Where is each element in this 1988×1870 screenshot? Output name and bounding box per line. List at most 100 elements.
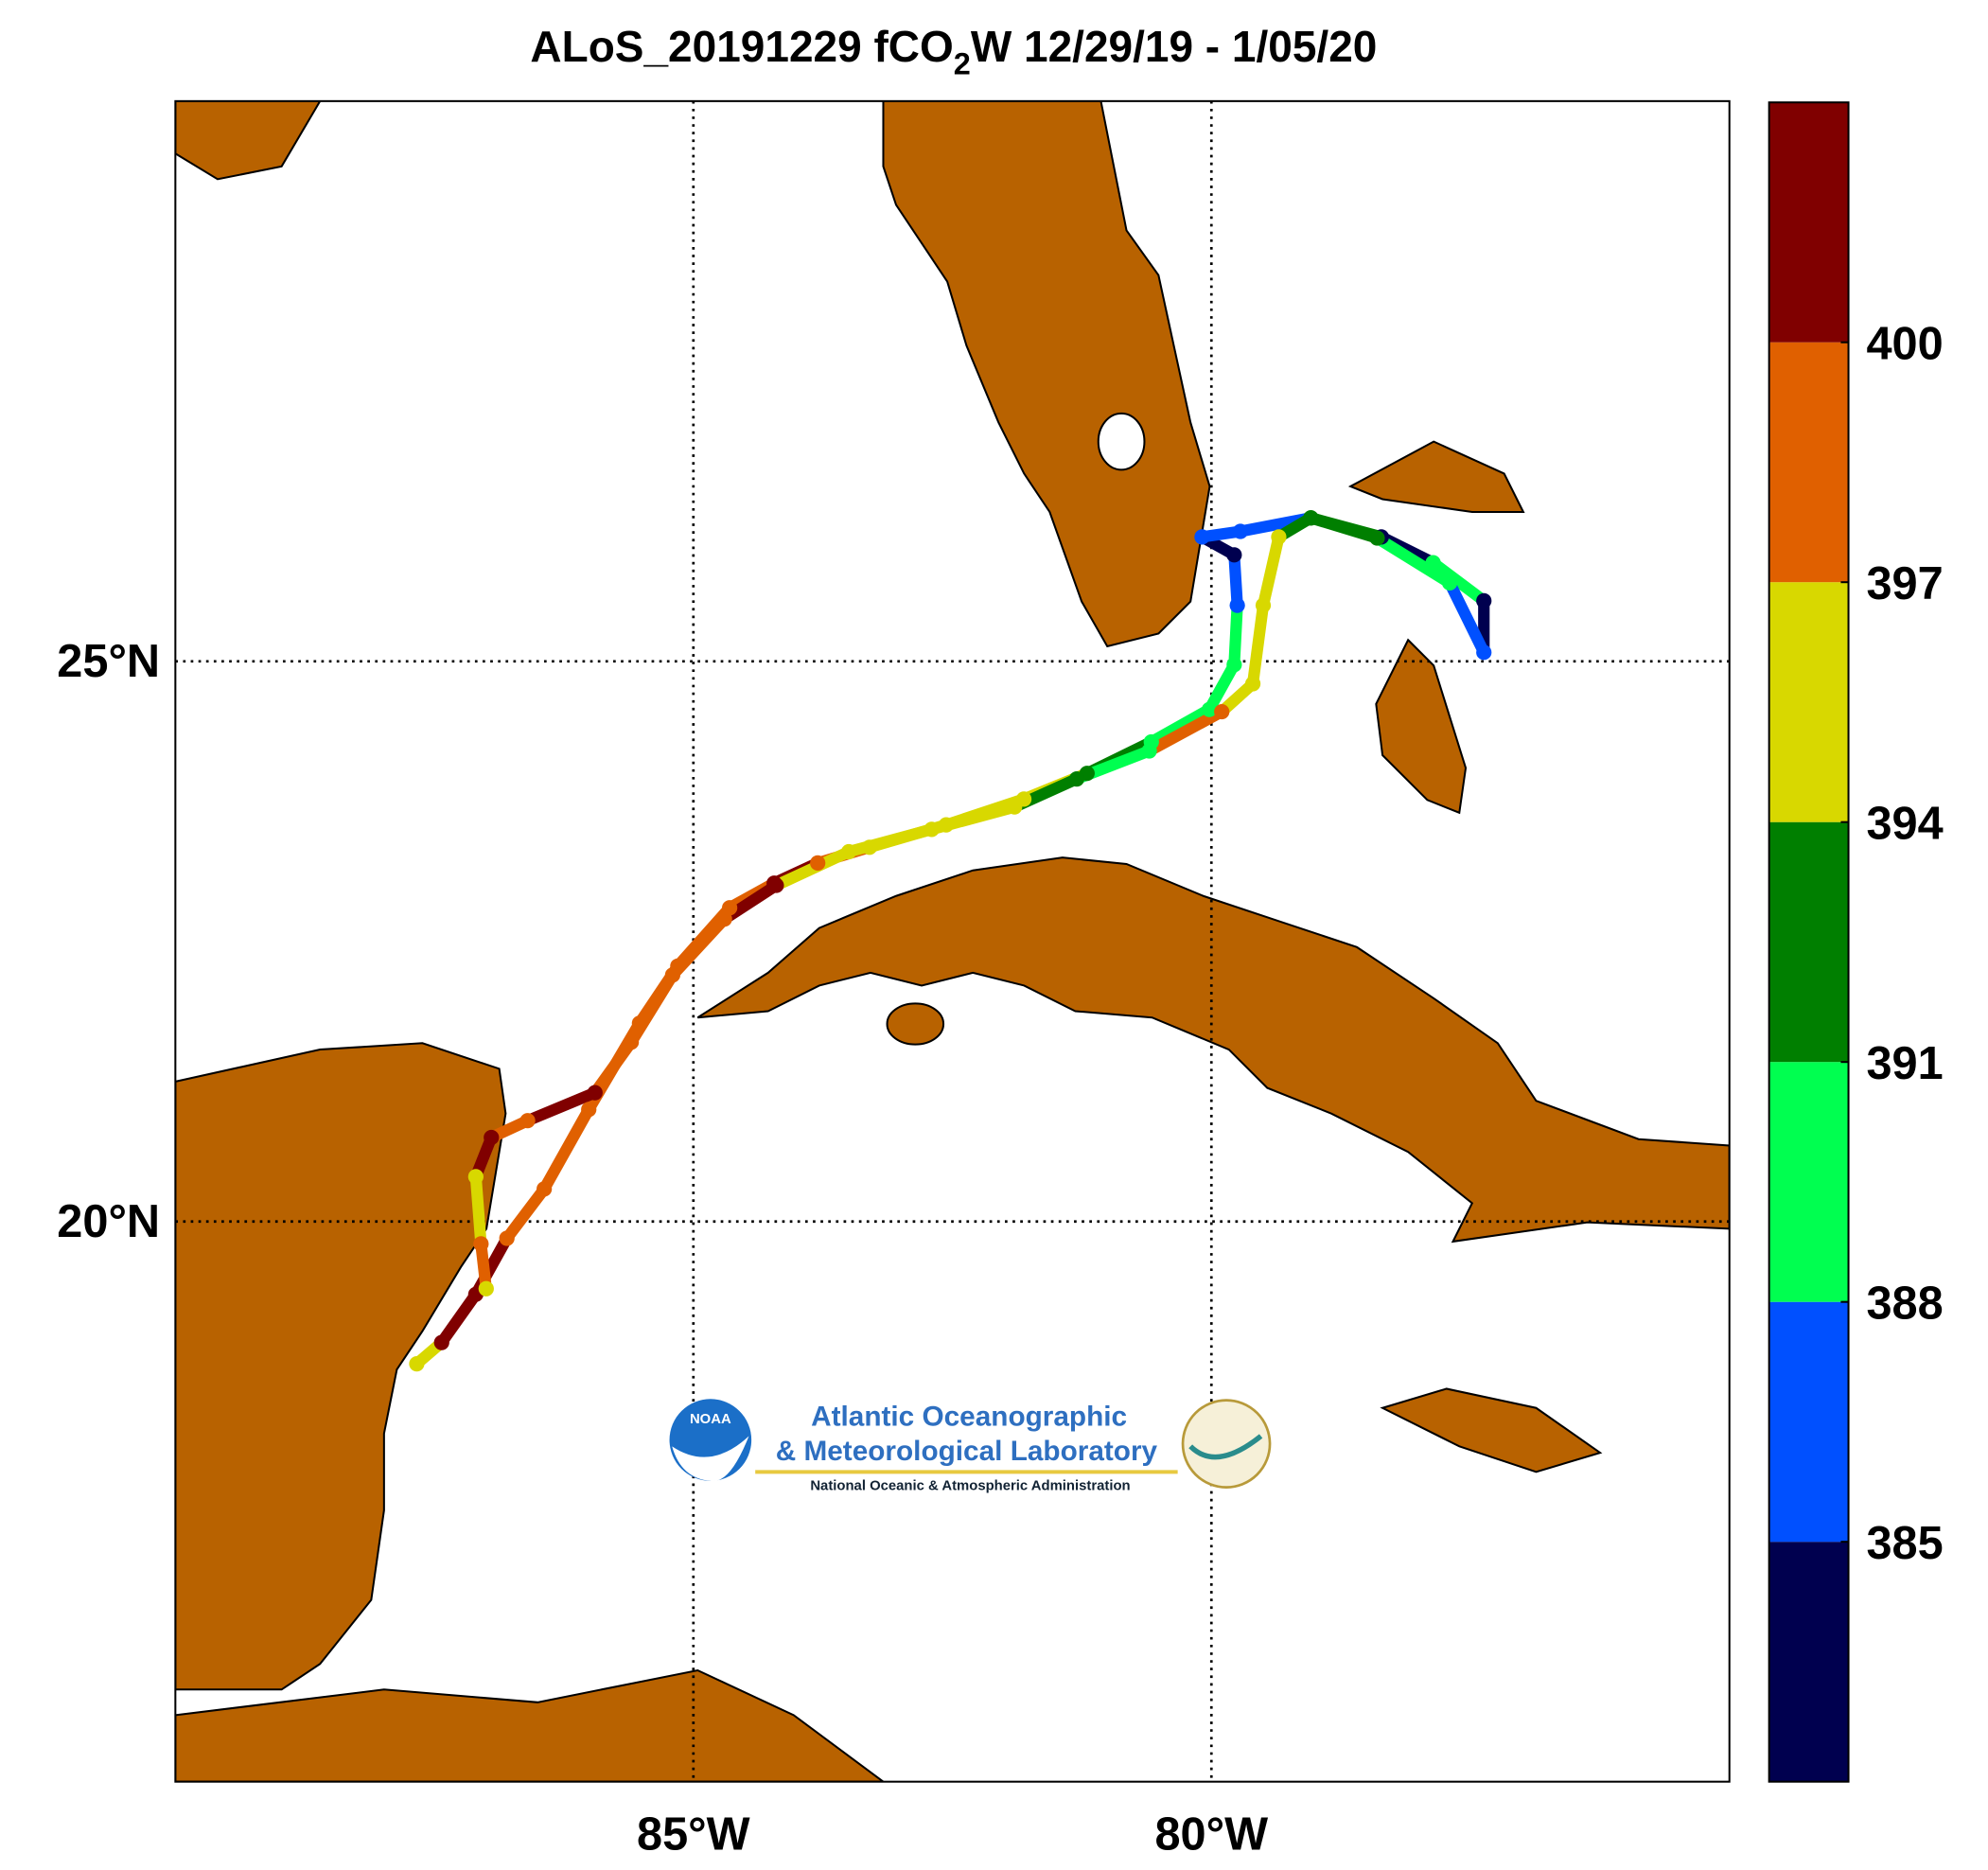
track-segment (521, 1086, 601, 1127)
title-prefix: ALoS_20191229 fCO (530, 22, 953, 71)
track-point (1255, 597, 1272, 613)
track-point (1303, 510, 1319, 526)
track-point (409, 1355, 425, 1372)
colorbar-band (1768, 1301, 1849, 1543)
track-point (1226, 657, 1242, 673)
colorbar-tick-label: 397 (1866, 558, 1943, 609)
colorbar-frame (1768, 101, 1850, 1783)
seal-wave (1188, 1434, 1263, 1460)
colorbar-tick-label: 400 (1866, 318, 1943, 369)
track-point (938, 817, 955, 833)
track-point (1214, 703, 1230, 720)
isla-juventud (886, 1002, 945, 1046)
track-point (1141, 743, 1157, 759)
track-point (1476, 592, 1492, 609)
track-point (1194, 529, 1210, 545)
track-segment (469, 1171, 487, 1250)
track-segment (625, 969, 678, 1049)
logo-line2: & Meteorological Laboratory (776, 1436, 1158, 1467)
aoml-seal (1181, 1399, 1272, 1489)
colorbar-band (1768, 1062, 1849, 1302)
track-segment (1257, 531, 1285, 611)
land (175, 100, 1730, 1782)
track-segment (842, 823, 938, 858)
track-point (924, 821, 940, 838)
track-point (1232, 523, 1249, 539)
x-tick-label: 80°W (1154, 1808, 1268, 1860)
y-tick-label: 20°N (57, 1196, 160, 1247)
track-point (484, 1129, 500, 1146)
track-point (478, 1280, 494, 1297)
track-point (840, 843, 857, 860)
track-point (1201, 701, 1218, 717)
track-point (1441, 574, 1458, 591)
yucatan (175, 1042, 507, 1691)
track-segment (501, 1183, 551, 1244)
track-point (499, 1230, 515, 1246)
colorbar-band (1768, 582, 1849, 822)
map-frame (174, 99, 1731, 1783)
track-point (587, 1085, 603, 1101)
colorbar-band (1768, 1542, 1849, 1782)
track-segment (1371, 532, 1456, 590)
track-point (1244, 676, 1261, 692)
title-subscript: 2 (954, 46, 971, 80)
track-point (810, 855, 826, 872)
track-segment (1143, 705, 1228, 757)
track-point (623, 1034, 640, 1050)
track-segment (1228, 599, 1243, 671)
track-point (1229, 597, 1245, 613)
colorbar-tick-label: 391 (1866, 1038, 1943, 1089)
colorbar-tick-label: 394 (1866, 798, 1943, 849)
track-point (473, 1236, 489, 1252)
colorbar-band (1768, 102, 1849, 343)
track-point (467, 1169, 484, 1185)
title: ALoS_20191229 fCO2W 12/29/19 - 1/05/20 (530, 22, 1377, 81)
track-segment (1228, 549, 1243, 611)
track-point (433, 1334, 449, 1350)
andros (1375, 638, 1468, 815)
track-point (861, 839, 878, 856)
honduras (175, 1668, 886, 1782)
track-point (537, 1181, 553, 1197)
colorbar-tick-label: 388 (1866, 1278, 1943, 1329)
track-segment (1305, 512, 1383, 544)
logo-line1: Atlantic Oceanographic (811, 1402, 1127, 1433)
florida (882, 100, 1211, 648)
track-point (631, 1015, 647, 1032)
track-point (768, 877, 784, 893)
track-point (716, 910, 732, 927)
track-point (1068, 770, 1085, 787)
grand-bahama (1347, 440, 1525, 514)
colorbar-band (1768, 342, 1849, 583)
land-north (175, 100, 322, 181)
colorbar-tick-label: 385 (1866, 1518, 1943, 1569)
colorbar-band (1768, 821, 1849, 1063)
track-segment (435, 1288, 482, 1349)
colorbar: 385 388 391 394 397 400 (1768, 101, 1944, 1783)
track-segment (1427, 556, 1490, 607)
jamaica (1380, 1387, 1603, 1473)
track-segment (1246, 599, 1270, 690)
track-segment (1203, 659, 1240, 715)
x-tick-label: 85°W (637, 1808, 750, 1860)
badge-text: NOAA (690, 1412, 731, 1427)
logo-line3: National Oceanic & Atmospheric Administr… (810, 1478, 1130, 1493)
logo: NOAA Atlantic Oceanographic & Meteorolog… (669, 1399, 1272, 1493)
track-segment (1444, 576, 1490, 659)
track-point (519, 1113, 536, 1129)
grid (175, 100, 1730, 1782)
track (409, 510, 1492, 1372)
track-point (1369, 530, 1385, 546)
track-point (1476, 644, 1492, 661)
noaa-bird (672, 1436, 749, 1482)
track-point (1226, 547, 1242, 563)
track-point (664, 967, 681, 983)
track-segment (589, 1036, 638, 1099)
track-point (1007, 799, 1023, 815)
y-tick-label: 25°N (57, 636, 160, 687)
cuba (696, 856, 1730, 1244)
track-point (581, 1102, 597, 1118)
